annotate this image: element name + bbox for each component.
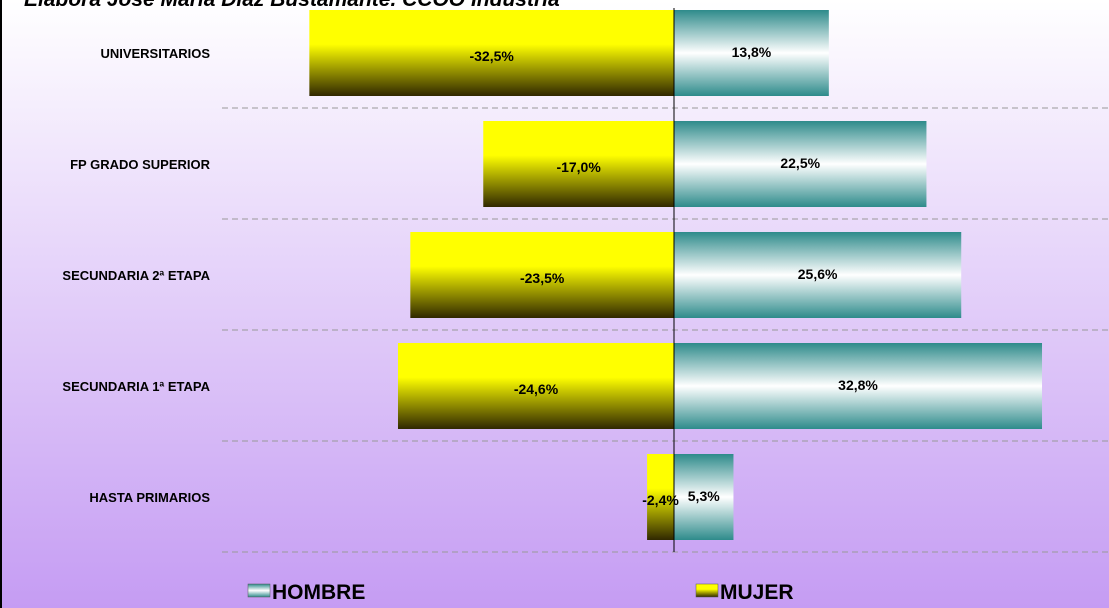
data-label: 5,3% — [688, 488, 720, 504]
bar — [674, 454, 734, 540]
category-label: SECUNDARIA 1ª ETAPA — [62, 379, 210, 394]
data-label: 13,8% — [732, 44, 772, 60]
legend-label: HOMBRE — [272, 581, 365, 604]
bar — [674, 121, 927, 207]
category-label: FP GRADO SUPERIOR — [70, 157, 211, 172]
category-label: SECUNDARIA 2ª ETAPA — [62, 268, 210, 283]
data-label: 22,5% — [780, 155, 820, 171]
bar — [674, 10, 829, 96]
data-label: 32,8% — [838, 377, 878, 393]
bar — [674, 232, 962, 318]
bar — [410, 232, 674, 318]
bar — [674, 343, 1043, 429]
data-label: 25,6% — [798, 266, 838, 282]
bar — [397, 343, 674, 429]
bar — [483, 121, 674, 207]
category-label: HASTA PRIMARIOS — [89, 490, 210, 505]
data-label: -24,6% — [514, 381, 559, 397]
data-label: -23,5% — [520, 270, 565, 286]
category-label: UNIVERSITARIOS — [100, 46, 210, 61]
legend-swatch — [247, 583, 271, 598]
data-label: -17,0% — [556, 159, 601, 175]
legend-label: MUJER — [720, 581, 794, 604]
bar — [309, 10, 674, 96]
chart-title: Elabora José María Díaz Bustamante. CCOO… — [24, 0, 560, 11]
data-label: -32,5% — [469, 48, 514, 64]
legend-swatch — [695, 583, 719, 598]
data-label: -2,4% — [642, 492, 679, 508]
bar — [647, 454, 674, 540]
